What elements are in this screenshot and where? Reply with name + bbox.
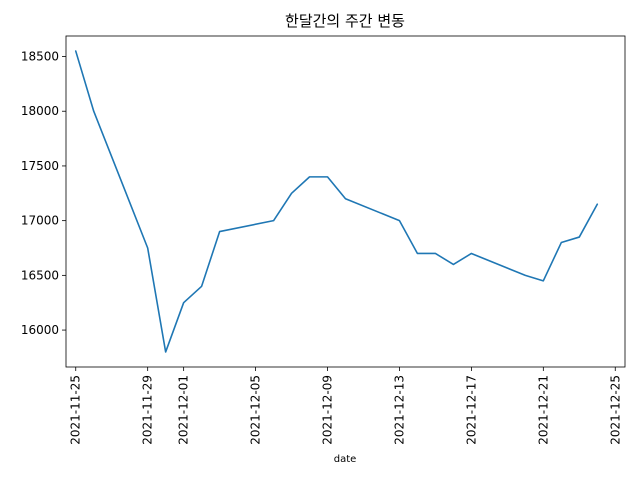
plot-area: 16000 16500 17000 17500 18000 18500 2021-11-25… xyxy=(21,35,626,445)
plot-frame xyxy=(65,35,626,368)
x-tick-label: 2021-12-13 xyxy=(392,375,406,445)
y-tick-label: 16000 xyxy=(21,323,59,337)
x-tick-label: 2021-12-25 xyxy=(608,375,622,445)
x-tick-label: 2021-12-01 xyxy=(177,375,191,445)
x-tick-label: 2021-11-29 xyxy=(141,375,155,445)
x-axis-label: date xyxy=(334,454,357,465)
x-tick-label: 2021-12-17 xyxy=(464,375,478,445)
y-tick-label: 18000 xyxy=(21,104,59,118)
x-tick-label: 2021-12-09 xyxy=(321,375,335,445)
x-tick-label: 2021-12-05 xyxy=(249,375,263,445)
y-tick-label: 17500 xyxy=(21,159,59,173)
x-tick-label: 2021-12-21 xyxy=(536,375,550,445)
x-tick-label: 2021-11-25 xyxy=(69,375,83,445)
series-line-0 xyxy=(74,50,599,353)
y-tick-label: 18500 xyxy=(21,50,59,64)
chart-title: 한달간의 주간 변동 xyxy=(285,12,405,30)
y-tick-label: 17000 xyxy=(21,214,59,228)
y-tick-label: 16500 xyxy=(21,268,59,282)
